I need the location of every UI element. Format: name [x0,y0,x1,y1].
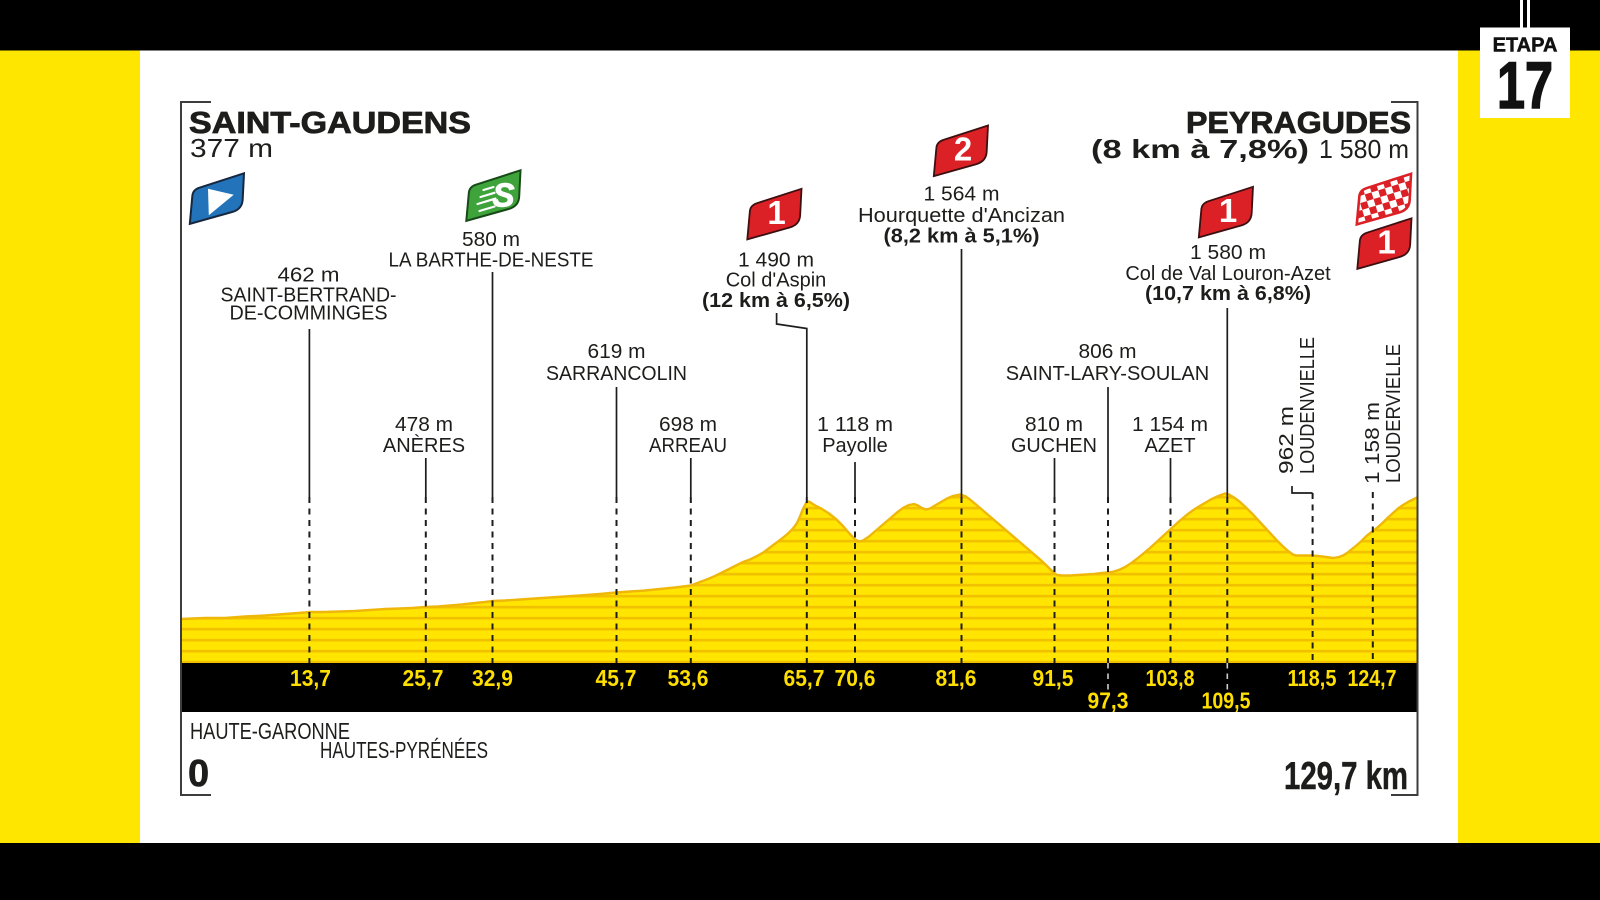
svg-text:25,7: 25,7 [403,665,444,691]
svg-text:91,5: 91,5 [1033,665,1074,691]
svg-text:698 m: 698 m [659,414,717,436]
svg-text:1: 1 [767,194,785,231]
svg-text:13,7: 13,7 [290,665,331,691]
svg-text:109,5: 109,5 [1202,688,1251,714]
svg-text:478 m: 478 m [395,414,453,436]
svg-text:HAUTE-GARONNE: HAUTE-GARONNE [190,718,350,744]
svg-text:(8,2 km à 5,1%): (8,2 km à 5,1%) [884,225,1040,247]
svg-text:2: 2 [954,131,972,168]
svg-text:1 154 m: 1 154 m [1132,414,1208,436]
svg-text:1: 1 [1377,224,1395,261]
svg-text:ANÈRES: ANÈRES [383,434,465,457]
svg-text:32,9: 32,9 [472,665,513,691]
svg-text:17: 17 [1497,48,1553,122]
svg-text:SAINT-BERTRAND-: SAINT-BERTRAND- [221,285,397,307]
svg-text:DE-COMMINGES: DE-COMMINGES [230,303,388,325]
svg-text:Payolle: Payolle [822,435,888,457]
svg-text:LOUDENVIELLE: LOUDENVIELLE [1297,337,1319,474]
svg-text:Col de Val Louron-Azet: Col de Val Louron-Azet [1125,263,1331,285]
svg-text:53,6: 53,6 [668,665,709,691]
svg-text:103,8: 103,8 [1146,665,1195,691]
svg-text:0: 0 [188,753,209,795]
svg-text:SAINT-GAUDENS: SAINT-GAUDENS [189,105,471,140]
svg-text:LA BARTHE-DE-NESTE: LA BARTHE-DE-NESTE [389,249,594,271]
svg-text:AZET: AZET [1144,435,1195,457]
svg-text:1 490 m: 1 490 m [738,249,814,271]
svg-text:1 158 m: 1 158 m [1362,402,1384,484]
svg-text:1: 1 [1219,192,1237,229]
svg-text:ETAPA: ETAPA [1493,35,1558,57]
svg-text:S: S [492,177,514,214]
svg-text:810 m: 810 m [1025,414,1083,436]
svg-text:619 m: 619 m [588,341,646,363]
svg-text:462 m: 462 m [278,264,340,286]
svg-text:PEYRAGUDES: PEYRAGUDES [1186,105,1411,140]
svg-text:HAUTES-PYRÉNÉES: HAUTES-PYRÉNÉES [320,737,488,763]
svg-text:(10,7 km à 6,8%): (10,7 km à 6,8%) [1145,283,1311,305]
svg-text:1 580 m: 1 580 m [1190,242,1266,264]
svg-text:118,5: 118,5 [1288,665,1337,691]
svg-text:SARRANCOLIN: SARRANCOLIN [546,363,687,385]
svg-text:45,7: 45,7 [596,665,637,691]
svg-text:(12 km à 6,5%): (12 km à 6,5%) [702,290,850,312]
svg-text:129,7 km: 129,7 km [1284,755,1408,798]
svg-text:962 m: 962 m [1276,406,1298,474]
svg-text:Col d'Aspin: Col d'Aspin [726,270,827,292]
svg-text:81,6: 81,6 [936,665,977,691]
svg-text:580 m: 580 m [462,229,520,251]
svg-text:377 m: 377 m [190,133,273,163]
svg-text:97,3: 97,3 [1088,688,1129,714]
svg-text:Hourquette d'Ancizan: Hourquette d'Ancizan [858,205,1065,227]
svg-text:GUCHEN: GUCHEN [1011,435,1097,457]
svg-text:LOUDERVIELLE: LOUDERVIELLE [1383,344,1405,483]
svg-text:70,6: 70,6 [835,665,876,691]
svg-text:806 m: 806 m [1079,341,1137,363]
svg-text:(8 km à 7,8%): (8 km à 7,8%) [1091,134,1309,164]
svg-text:1 580 m: 1 580 m [1319,134,1409,164]
svg-text:124,7: 124,7 [1348,665,1397,691]
svg-text:ARREAU: ARREAU [649,435,727,457]
svg-text:1 118 m: 1 118 m [817,414,893,436]
svg-text:65,7: 65,7 [784,665,825,691]
svg-text:1 564 m: 1 564 m [924,184,1000,206]
svg-text:SAINT-LARY-SOULAN: SAINT-LARY-SOULAN [1006,363,1209,385]
